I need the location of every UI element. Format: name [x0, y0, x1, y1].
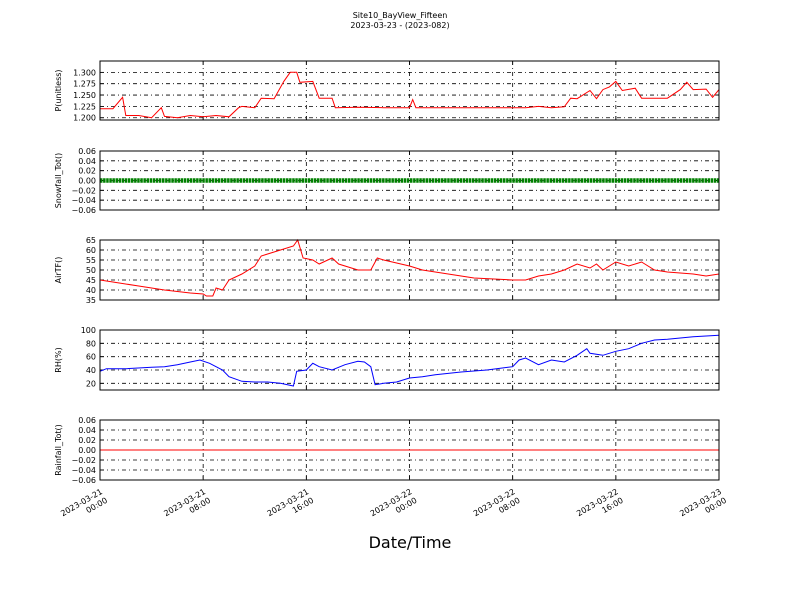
axes-frame — [99, 329, 720, 391]
y-tick-label: 20 — [86, 379, 96, 388]
axes-frame — [99, 150, 720, 211]
figure-subtitle: 2023-03-23 - (2023-082) — [350, 21, 450, 30]
y-axis-label: P(unitless) — [54, 69, 63, 111]
y-tick-label: 40 — [86, 286, 96, 295]
y-tick-label: 1.200 — [73, 114, 96, 123]
y-tick-label: 1.225 — [73, 102, 96, 111]
series-line — [99, 238, 720, 297]
y-tick-label: 40 — [86, 366, 96, 375]
y-axis-label: RH(%) — [54, 347, 63, 372]
figure-title: Site10_BayView_Fifteen — [352, 11, 448, 20]
panel-1: 1.200 1.225 1.250 1.275 1.300 P(unitless) — [54, 60, 720, 123]
y-tick-label: 1.250 — [73, 91, 96, 100]
y-tick-label: −0.04 — [71, 466, 96, 475]
y-tick-label: 0.00 — [78, 446, 96, 455]
y-tick-label: −0.02 — [71, 186, 96, 195]
y-axis-label: Rainfall_Tot() — [54, 424, 63, 476]
y-tick-label: 0.02 — [78, 167, 96, 176]
y-tick-label: −0.06 — [71, 206, 96, 215]
y-tick-label: 60 — [86, 246, 96, 255]
figure-title-block: Site10_BayView_Fifteen 2023-03-23 - (202… — [0, 11, 800, 31]
y-tick-label: 0.04 — [78, 157, 96, 166]
y-tick-label: 80 — [86, 339, 96, 348]
y-tick-label: 65 — [86, 236, 96, 245]
y-tick-label: 45 — [86, 276, 96, 285]
y-tick-label: 0.06 — [78, 147, 96, 156]
axes-frame — [99, 60, 720, 121]
panel-2: −0.06−0.04−0.020.000.020.040.06 Snowfall_… — [54, 147, 720, 215]
axes-frame — [99, 419, 720, 481]
y-tick-label: 0.02 — [78, 436, 96, 445]
y-axis-label: AirTF() — [54, 257, 63, 284]
y-tick-label: 0.00 — [78, 177, 96, 186]
series-line — [100, 71, 720, 119]
panel-5: −0.06−0.04−0.020.000.020.040.06 Rainfall_… — [54, 416, 720, 485]
y-tick-label: −0.06 — [71, 476, 96, 485]
y-tick-label: 1.300 — [73, 68, 96, 77]
panel-4: 20 40 60 80 100 RH(%) — [54, 326, 720, 391]
y-axis-label: Snowfall_Tot() — [54, 153, 63, 209]
y-tick-label: 60 — [86, 353, 96, 362]
y-tick-label: 0.04 — [78, 426, 96, 435]
y-tick-label: 35 — [86, 296, 96, 305]
y-tick-label: 1.275 — [73, 80, 96, 89]
series-line — [99, 334, 720, 387]
y-tick-label: 100 — [81, 326, 96, 335]
y-tick-label: 55 — [86, 256, 96, 265]
y-tick-label: 0.06 — [78, 416, 96, 425]
x-axis-title: Date/Time — [368, 533, 452, 552]
y-tick-label: 50 — [86, 266, 96, 275]
axes-frame — [99, 239, 720, 301]
y-tick-label: −0.02 — [71, 456, 96, 465]
y-tick-label: −0.04 — [71, 196, 96, 205]
